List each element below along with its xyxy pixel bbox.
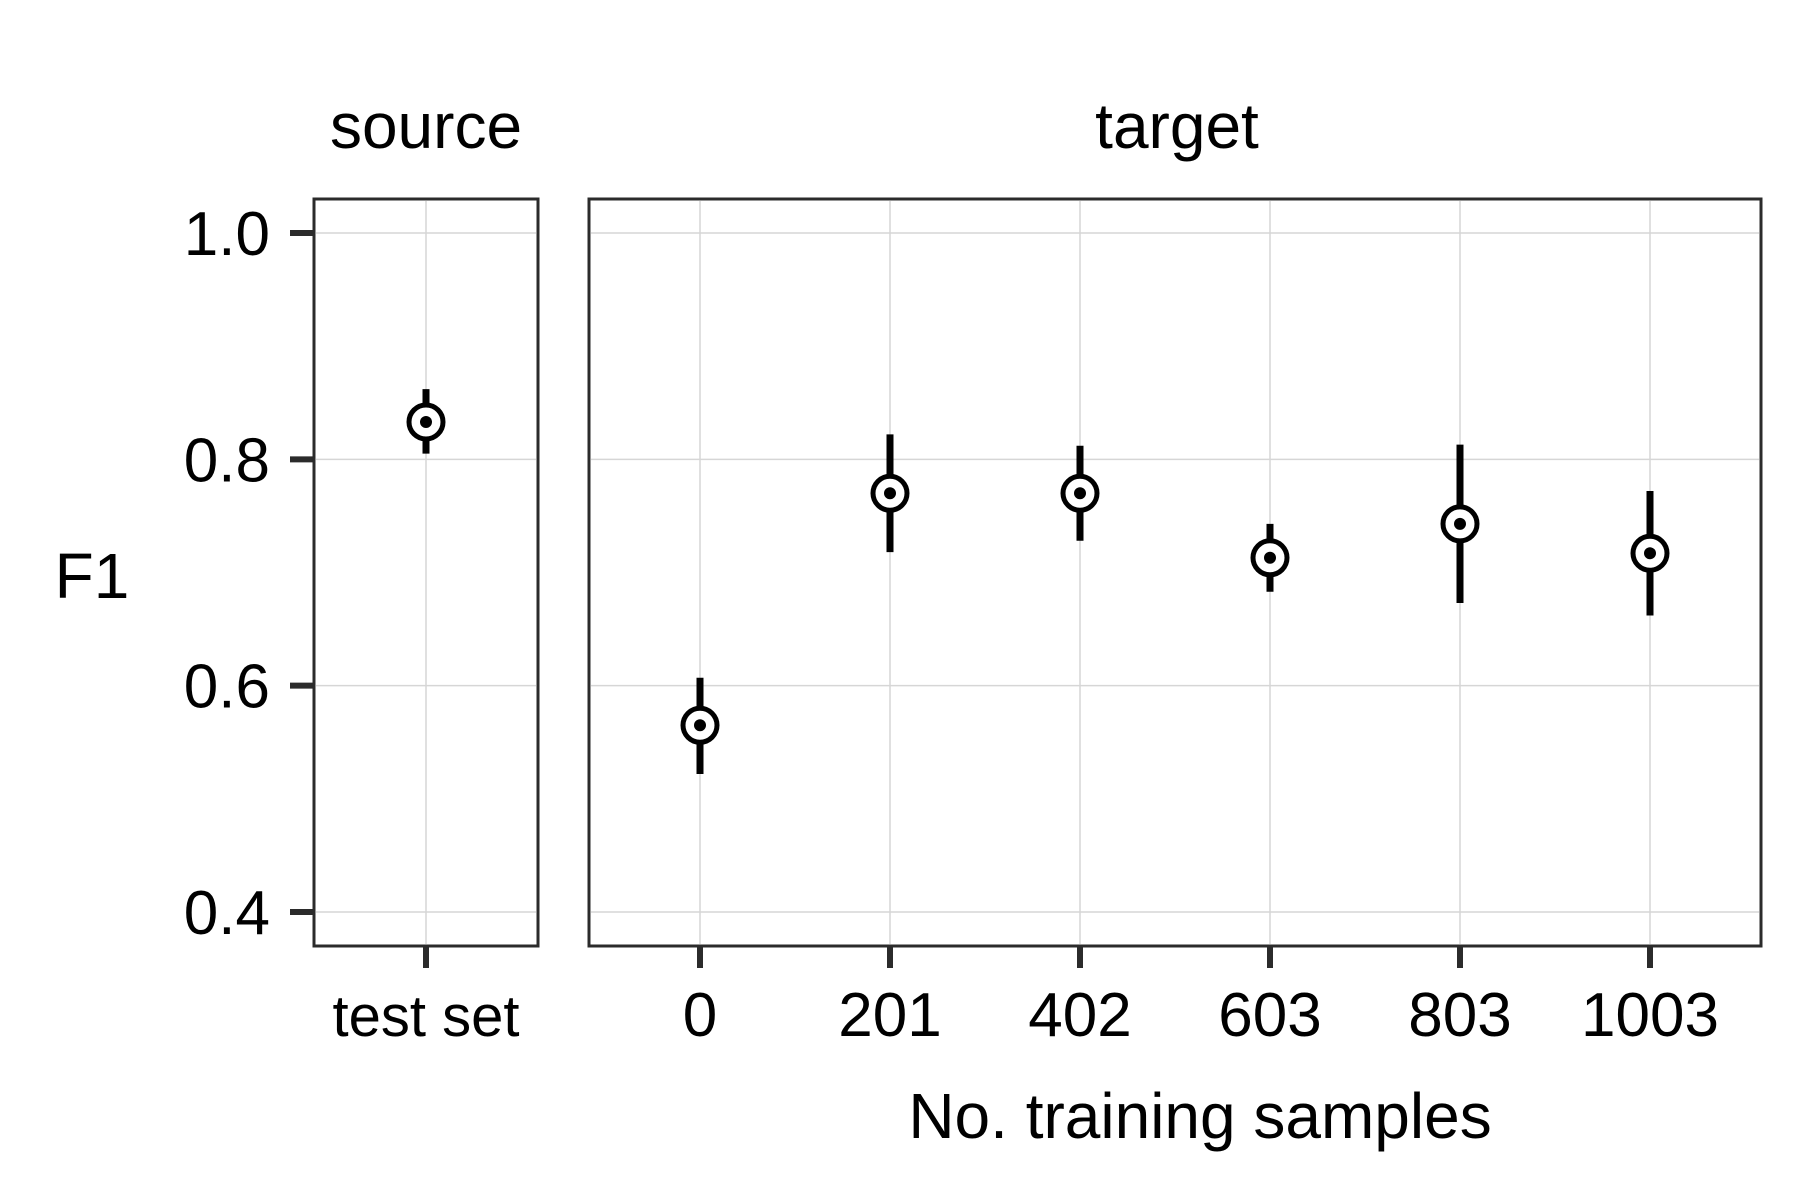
- y-tick-label-0: 0.4: [184, 879, 270, 948]
- target-panel-title: target: [1095, 90, 1259, 162]
- target-x-tick-label-4: 803: [1408, 981, 1511, 1050]
- target-x-tick-label-2: 402: [1028, 981, 1131, 1050]
- target-x-tick-label-3: 603: [1218, 981, 1321, 1050]
- source-point-center-0: [420, 415, 432, 428]
- target-point-center-1: [884, 487, 896, 500]
- y-axis-label: F1: [55, 540, 130, 612]
- source-x-tick-label-0: test set: [333, 984, 520, 1049]
- x-axis-label: No. training samples: [908, 1080, 1491, 1152]
- target-x-tick-label-1: 201: [838, 981, 941, 1050]
- source-panel-title: source: [330, 90, 522, 162]
- target-point-center-5: [1644, 547, 1656, 560]
- target-point-center-0: [694, 719, 706, 732]
- target-point-center-4: [1454, 517, 1466, 530]
- target-x-tick-label-0: 0: [683, 981, 717, 1050]
- y-tick-label-2: 0.8: [184, 426, 270, 495]
- target-panel: [587, 197, 1763, 948]
- target-panel-frame: [587, 197, 1763, 948]
- target-point-center-3: [1264, 551, 1276, 564]
- source-panel: [312, 197, 540, 948]
- y-tick-label-1: 0.6: [184, 653, 270, 722]
- target-x-tick-label-5: 1003: [1581, 981, 1719, 1050]
- target-point-center-2: [1074, 487, 1086, 500]
- y-tick-label-3: 1.0: [184, 200, 270, 269]
